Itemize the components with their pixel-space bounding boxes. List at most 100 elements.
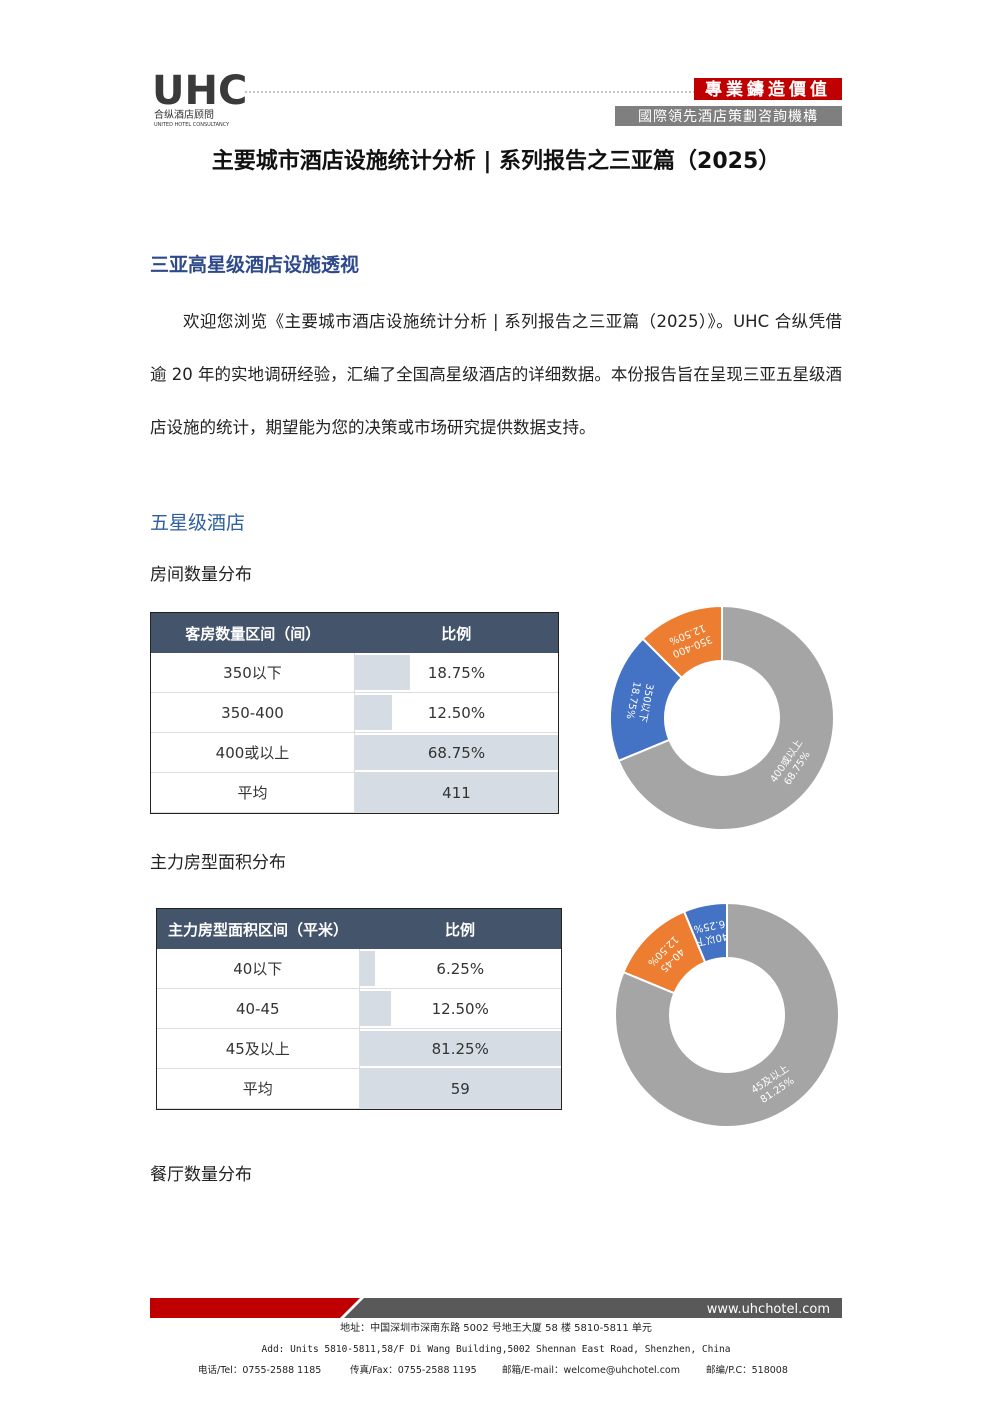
cell: 6.25% xyxy=(358,949,561,989)
subsection-heading: 五星级酒店 xyxy=(150,512,246,534)
slice-category: 40-45 xyxy=(658,946,686,974)
header-cell: 比例 xyxy=(354,613,558,653)
cell-text: 6.25% xyxy=(436,959,485,978)
table-row: 40以下 6.25% xyxy=(157,949,561,989)
table-row: 350以下 18.75% xyxy=(151,653,558,693)
cell: 81.25% xyxy=(358,1029,561,1069)
cell-text: 350以下 xyxy=(223,664,282,682)
donut-slice xyxy=(614,901,840,1128)
footer: www.uhchotel.com 地址：中国深圳市深南东路 5002 号地王大厦… xyxy=(150,1298,842,1376)
cell: 平均 xyxy=(157,1069,359,1109)
slogan-bg xyxy=(694,78,842,100)
cell-text: 18.75% xyxy=(427,663,486,682)
slice-category: 350以下 xyxy=(636,683,654,723)
contact: 邮编/P.C：518008 xyxy=(706,1364,788,1376)
cell-text: 40以下 xyxy=(233,960,283,978)
data-bar xyxy=(359,951,375,986)
header: UHC 合纵酒店顾問 UNITED HOTEL CONSULTANCY 專業鑄造… xyxy=(152,68,842,128)
cell-text: 81.25% xyxy=(431,1039,489,1058)
cell: 12.50% xyxy=(354,693,558,733)
contact: 电话/Tel：0755-2588 1185 xyxy=(198,1364,321,1376)
slice-value: 12.50% xyxy=(667,622,706,647)
slice-category: 400或以上 xyxy=(768,737,805,784)
tagline: 國際領先酒店策劃咨詢機構 xyxy=(638,108,818,125)
block-heading: 房间数量分布 xyxy=(150,565,252,585)
cell: 59 xyxy=(358,1069,561,1109)
footer-red xyxy=(150,1298,360,1318)
logo-sub: 合纵酒店顾問 xyxy=(154,108,214,121)
cell: 平均 xyxy=(151,773,354,813)
cell-text: 12.50% xyxy=(427,703,486,722)
section-heading: 三亚高星级酒店设施透视 xyxy=(150,254,360,276)
block-heading: 餐厅数量分布 xyxy=(150,1165,252,1185)
cell-text: 45及以上 xyxy=(225,1040,290,1058)
logo: UHC xyxy=(152,68,247,114)
data-bar xyxy=(359,991,391,1026)
data-bar xyxy=(355,735,558,770)
slogan: 專業鑄造價值 xyxy=(705,79,831,100)
donut-slice xyxy=(622,910,707,995)
cell: 45及以上 xyxy=(157,1029,359,1069)
paragraph: 欢迎您浏览《主要城市酒店设施统计分析 | 系列报告之三亚篇（2025）》。UHC… xyxy=(150,312,842,437)
data-bar xyxy=(355,695,392,730)
cell: 40-45 xyxy=(157,989,359,1029)
donut-slice xyxy=(682,901,728,964)
cell: 400或以上 xyxy=(151,733,354,773)
cell: 40以下 xyxy=(157,949,359,989)
cell-text: 40-45 xyxy=(235,999,280,1018)
logo-en: UNITED HOTEL CONSULTANCY xyxy=(154,122,230,128)
slice-value: 6.25% xyxy=(693,917,726,934)
table-row: 平均 59 xyxy=(157,1069,561,1109)
cell: 411 xyxy=(354,773,558,813)
cell-text: 平均 xyxy=(237,784,268,802)
slice-value: 68.75% xyxy=(782,750,812,788)
cell: 68.75% xyxy=(354,733,558,773)
table: 客房数量区间（间） 比例 350以下 18.75% 350-400 12.50% 400或以… xyxy=(150,612,559,814)
title: 主要城市酒店设施统计分析 | 系列报告之三亚篇（2025） xyxy=(211,149,781,174)
cell: 18.75% xyxy=(354,653,558,693)
footer-gray xyxy=(344,1298,842,1318)
contact: 邮箱/E-mail：welcome@uhchotel.com xyxy=(502,1364,680,1376)
donut-slice xyxy=(617,604,835,831)
table: 主力房型面积区间（平米） 比例 40以下 6.25% 40-45 12.50% 45及以上 8… xyxy=(156,908,562,1110)
cell: 350以下 xyxy=(151,653,354,693)
data-bar xyxy=(359,1031,561,1066)
block-heading: 主力房型面积分布 xyxy=(150,853,286,873)
contact: 传真/Fax：0755-2588 1195 xyxy=(350,1364,477,1376)
table-row: 400或以上 68.75% xyxy=(151,733,558,773)
slice-value: 12.50% xyxy=(645,933,680,968)
slice-value: 81.25% xyxy=(759,1075,797,1105)
slice-category: 350-400 xyxy=(671,633,714,659)
website: www.uhchotel.com xyxy=(707,1302,830,1317)
cell-text: 59 xyxy=(450,1079,470,1098)
table-row: 40-45 12.50% xyxy=(157,989,561,1029)
cell-text: 平均 xyxy=(242,1080,273,1098)
table-row: 平均 411 xyxy=(151,773,558,813)
header-cell: 主力房型面积区间（平米） xyxy=(157,909,359,949)
tagline-bg xyxy=(615,106,842,126)
cell-text: 350-400 xyxy=(221,703,284,722)
header-cell: 客房数量区间（间） xyxy=(151,613,355,653)
cell-text: 12.50% xyxy=(431,999,489,1018)
cell-text: 68.75% xyxy=(427,743,486,762)
table-row: 45及以上 81.25% xyxy=(157,1029,561,1069)
header-cell: 比例 xyxy=(359,909,561,949)
address-en: Add: Units 5810-5811,58/F Di Wang Buildi… xyxy=(262,1344,731,1355)
cell: 350-400 xyxy=(151,693,354,733)
slice-value: 18.75% xyxy=(624,680,642,720)
address-cn: 地址：中国深圳市深南东路 5002 号地王大厦 58 楼 5810-5811 单… xyxy=(340,1321,652,1334)
donut-slice xyxy=(609,637,684,763)
data-bar xyxy=(355,655,411,690)
slice-category: 45及以上 xyxy=(749,1063,791,1097)
slice-category: 40以下 xyxy=(695,930,729,947)
table-header: 客房数量区间（间） 比例 xyxy=(151,613,558,653)
table-row: 350-400 12.50% xyxy=(151,693,558,733)
table-header: 主力房型面积区间（平米） 比例 xyxy=(157,909,561,949)
